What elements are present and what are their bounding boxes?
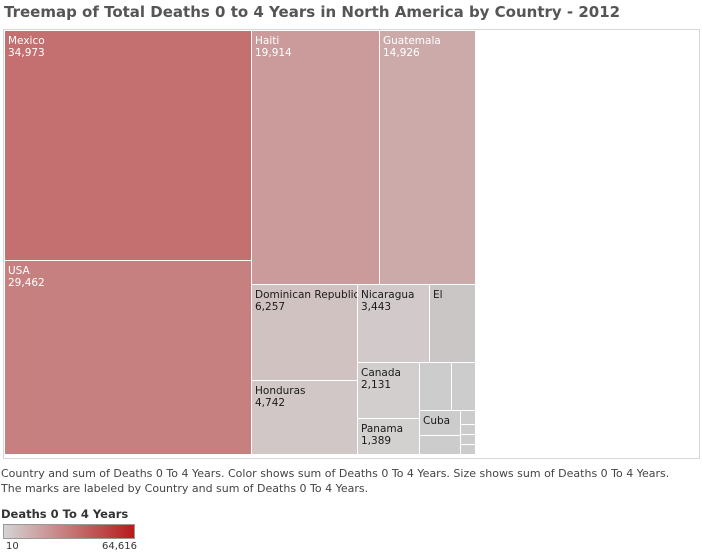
tile-country-name: El: [433, 289, 443, 301]
treemap-tile[interactable]: [452, 363, 476, 411]
tile-country-name: Panama: [361, 423, 404, 435]
tile-value: 29,462: [8, 277, 45, 289]
treemap-tile[interactable]: [461, 411, 476, 425]
tile-country-name: Canada: [361, 367, 401, 379]
treemap-tile[interactable]: [420, 436, 461, 455]
description-line-2: The marks are labeled by Country and sum…: [1, 482, 369, 495]
treemap-tile-panama[interactable]: Panama 1,389: [358, 419, 420, 455]
tile-label: Panama 1,389: [361, 423, 403, 447]
tile-label: Mexico 34,973: [8, 35, 45, 59]
tile-value: 1,389: [361, 435, 392, 447]
tile-country-name: Nicaragua: [361, 289, 415, 301]
tile-country-name: Haiti: [255, 35, 280, 47]
tile-country-name: Mexico: [8, 35, 45, 47]
tile-country-name: Dominican Republic: [255, 289, 358, 301]
treemap-tile-el-salvador[interactable]: El: [430, 285, 476, 363]
legend-min-label: 10: [6, 541, 19, 552]
tile-country-name: Honduras: [255, 385, 306, 397]
chart-description: Country and sum of Deaths 0 To 4 Years. …: [1, 466, 669, 496]
tile-value: 34,973: [8, 47, 45, 59]
treemap-tile-usa[interactable]: USA 29,462: [5, 261, 252, 455]
tile-value: 2,131: [361, 379, 392, 391]
tile-label: Honduras 4,742: [255, 385, 306, 409]
tile-label: Canada 2,131: [361, 367, 401, 391]
treemap-tile[interactable]: [420, 363, 452, 411]
tile-label: Cuba: [423, 415, 450, 427]
tile-value: 4,742: [255, 397, 286, 409]
tile-country-name: Guatemala: [383, 35, 441, 47]
legend-color-ramp: [3, 524, 135, 539]
tile-label: El: [433, 289, 443, 301]
treemap-tile-haiti[interactable]: Haiti 19,914: [252, 31, 380, 285]
tile-label: Nicaragua 3,443: [361, 289, 414, 313]
treemap-tile-canada[interactable]: Canada 2,131: [358, 363, 420, 419]
treemap-tile-cuba[interactable]: Cuba: [420, 411, 461, 436]
tile-label: Dominican Republic 6,257: [255, 289, 358, 313]
description-line-1: Country and sum of Deaths 0 To 4 Years. …: [1, 467, 670, 480]
treemap-tile-guatemala[interactable]: Guatemala 14,926: [380, 31, 476, 285]
tile-value: 6,257: [255, 301, 286, 313]
treemap-tile-honduras[interactable]: Honduras 4,742: [252, 381, 358, 455]
legend-title: Deaths 0 To 4 Years: [1, 507, 129, 521]
treemap-tile-dominican-republic[interactable]: Dominican Republic 6,257: [252, 285, 358, 381]
treemap-tile[interactable]: [461, 435, 476, 445]
treemap-tile[interactable]: [461, 425, 476, 435]
tile-country-name: Cuba: [423, 415, 451, 427]
tile-value: 19,914: [255, 47, 292, 59]
tile-country-name: USA: [8, 265, 30, 277]
tile-value: 14,926: [383, 47, 420, 59]
tile-label: USA 29,462: [8, 265, 45, 289]
tile-value: 3,443: [361, 301, 392, 313]
treemap-tile-nicaragua[interactable]: Nicaragua 3,443: [358, 285, 430, 363]
tile-label: Guatemala 14,926: [383, 35, 441, 59]
treemap-tile-mexico[interactable]: Mexico 34,973: [5, 31, 252, 261]
legend-max-label: 64,616: [102, 541, 137, 552]
tile-label: Haiti 19,914: [255, 35, 292, 59]
chart-title: Treemap of Total Deaths 0 to 4 Years in …: [4, 3, 621, 21]
treemap-tile[interactable]: [461, 445, 476, 455]
